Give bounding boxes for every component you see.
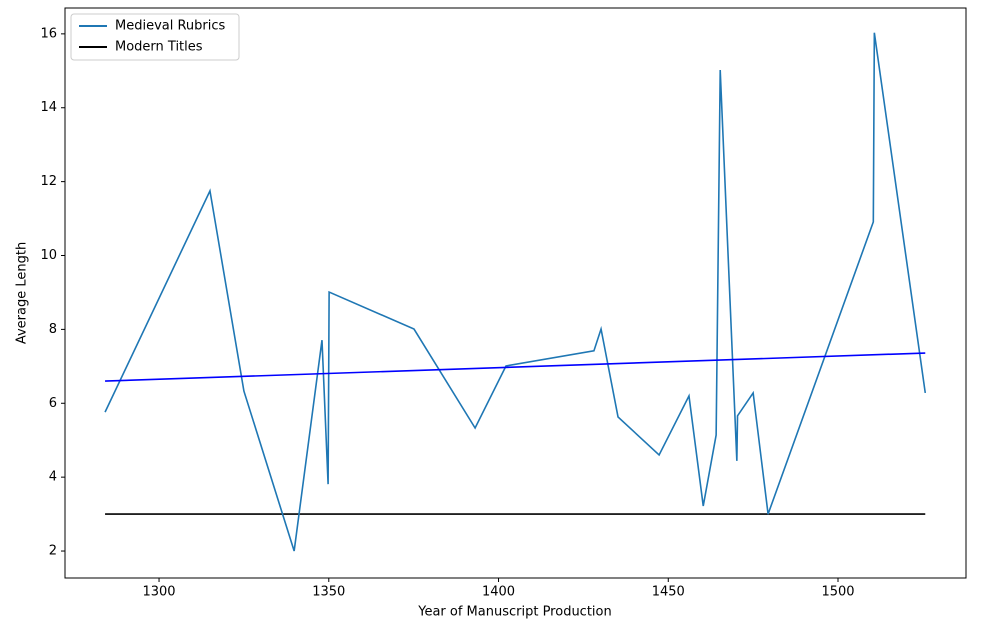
legend-label: Medieval Rubrics — [115, 19, 226, 34]
y-tick-label: 16 — [40, 26, 57, 41]
x-tick-label: 1300 — [142, 585, 175, 600]
plot-frame — [64, 7, 967, 579]
trend-line — [105, 352, 926, 382]
y-tick-label: 12 — [40, 174, 57, 189]
y-tick-label: 4 — [49, 470, 57, 485]
y-tick-label: 2 — [49, 544, 57, 559]
y-tick-label: 8 — [49, 322, 57, 337]
y-axis-label: Average Length — [15, 242, 30, 344]
x-tick-label: 1350 — [312, 585, 345, 600]
legend-box — [70, 13, 240, 61]
y-tick-label: 10 — [40, 248, 57, 263]
x-tick-label: 1450 — [652, 585, 685, 600]
legend-label: Modern Titles — [115, 40, 203, 55]
y-tick-label: 6 — [49, 396, 57, 411]
x-tick-label: 1400 — [482, 585, 515, 600]
data-line — [104, 32, 927, 552]
y-tick-label: 14 — [40, 100, 57, 115]
x-axis-label: Year of Manuscript Production — [417, 605, 612, 620]
x-tick-label: 1500 — [821, 585, 854, 600]
